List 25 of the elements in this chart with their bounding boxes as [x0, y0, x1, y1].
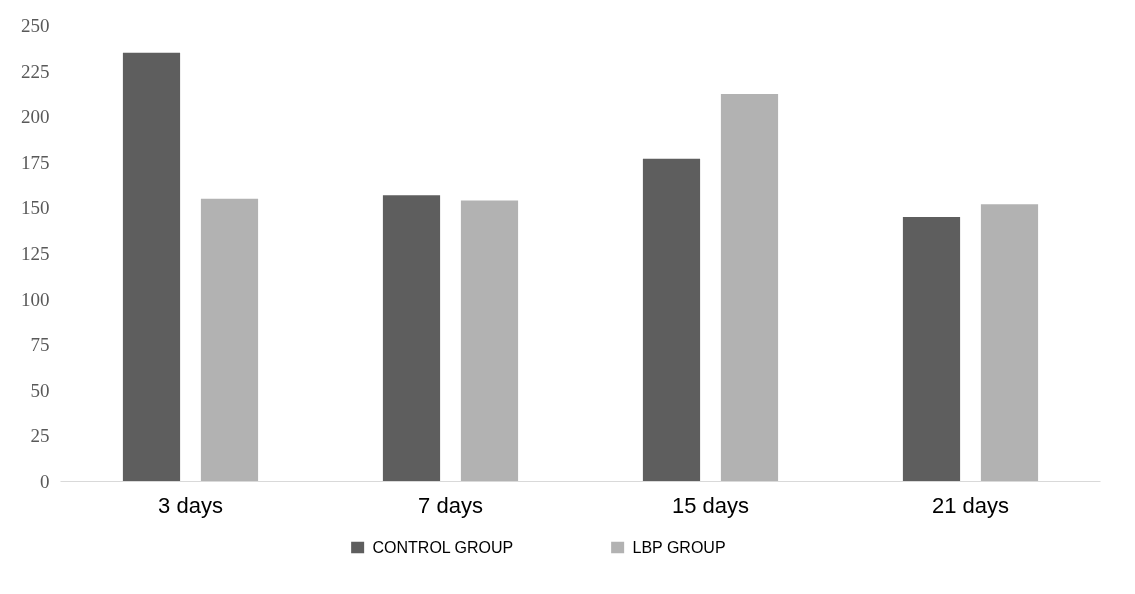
y-tick-label: 25 — [30, 425, 50, 447]
x-tick-label: 21 days — [931, 492, 1010, 518]
y-tick-label: 100 — [21, 288, 50, 310]
y-tick-label: 225 — [21, 60, 50, 82]
bar — [122, 52, 181, 482]
x-tick-label: 7 days — [418, 492, 483, 518]
y-tick-label: 75 — [30, 334, 50, 356]
y-tick-label: 50 — [30, 379, 50, 401]
y-tick-label: 200 — [21, 106, 50, 128]
x-tick-label: 15 days — [671, 492, 750, 518]
bar — [720, 93, 779, 482]
bar — [902, 217, 961, 482]
bar — [642, 158, 701, 482]
bar — [980, 204, 1039, 482]
bar — [382, 195, 441, 482]
y-tick-label: 0 — [40, 471, 50, 492]
legend-label: LBP GROUP — [632, 539, 726, 557]
y-tick-label: 125 — [21, 243, 50, 264]
x-tick-label: 3 days — [158, 492, 223, 518]
y-tick-label: 150 — [21, 197, 50, 219]
legend-label: CONTROL GROUP — [372, 539, 514, 557]
y-tick-label: 250 — [21, 15, 50, 36]
bar — [460, 200, 519, 482]
y-tick-label: 175 — [21, 151, 50, 173]
bar — [200, 198, 259, 482]
